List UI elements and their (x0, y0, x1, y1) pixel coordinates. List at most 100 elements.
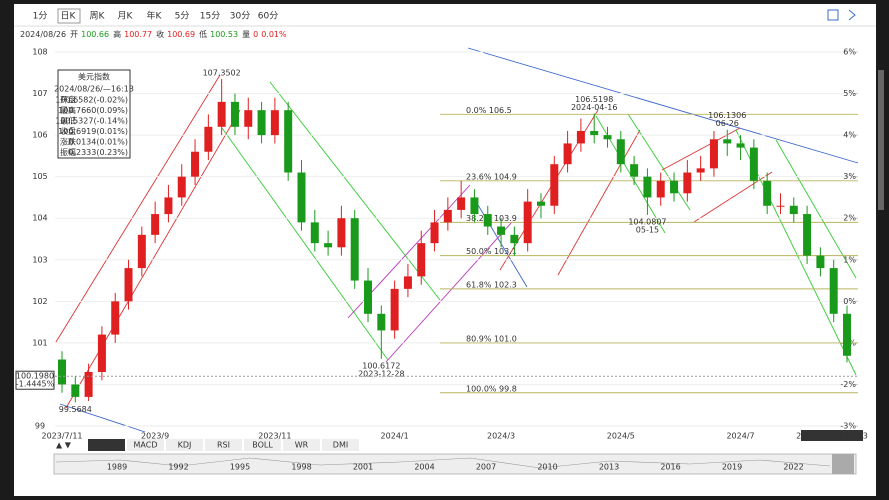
indicator-tab[interactable] (88, 439, 125, 451)
indicator-label[interactable]: KDJ (178, 441, 192, 450)
indicator-label[interactable]: RSI (217, 441, 230, 450)
close-icon[interactable] (848, 9, 856, 21)
trendline (693, 171, 773, 223)
x-tick-label: 2023/11 (258, 432, 291, 441)
tab[interactable]: 月K (118, 11, 134, 22)
indicator-tab[interactable] (205, 439, 242, 451)
candle-body (244, 110, 253, 127)
annotation-value: 106.5198 (575, 95, 613, 104)
candle-body (550, 164, 559, 206)
candle-body (736, 143, 745, 148)
info-item: 100.69 (167, 30, 195, 39)
candle-body (257, 110, 266, 136)
y-tick-label: 107 (32, 89, 47, 98)
candle-body (457, 197, 466, 210)
navigator-year: 2013 (599, 463, 619, 472)
tab[interactable]: 年K (147, 10, 163, 22)
tooltip-label: 最低 (60, 116, 76, 126)
trendline (269, 81, 441, 301)
tooltip-value: 100.6582(-0.02%) (55, 96, 128, 105)
candle-body (709, 139, 718, 169)
tooltip-value: 0.2333(0.23%) (68, 148, 128, 157)
annotation-value: 99.5684 (59, 405, 92, 414)
tooltip-value: 100.7660(0.09%) (58, 106, 128, 115)
indicator-tab[interactable] (322, 439, 359, 451)
navigator-handle[interactable] (832, 454, 854, 474)
annotation-date: 05-15 (636, 225, 659, 234)
candle-body (124, 268, 133, 302)
candle-body (284, 110, 293, 173)
tab[interactable]: 60分 (258, 11, 278, 22)
indicator-tab[interactable] (166, 439, 203, 451)
tooltip-value: 100.6919(0.01%) (58, 127, 128, 136)
indicator-tab[interactable] (283, 439, 320, 451)
annotation-date: 2024-04-16 (571, 103, 618, 112)
y2-tick-label: -2% (840, 380, 856, 389)
y2-tick-label: 2% (843, 214, 856, 223)
candle-body (536, 201, 545, 206)
indicator-label[interactable]: DMI (333, 441, 348, 450)
candle-body (58, 359, 66, 385)
indicator-label[interactable]: BOLL (252, 441, 273, 450)
y-tick-label: 108 (32, 48, 47, 57)
candle-body (111, 301, 120, 335)
candle-body (656, 180, 665, 198)
indicator-tab[interactable] (244, 439, 281, 451)
indicator-tab[interactable] (127, 439, 164, 451)
x-tick-label: 2024/3 (487, 432, 515, 441)
tooltip-label: 最高 (60, 105, 76, 115)
indicator-label[interactable]: WR (295, 441, 309, 450)
candle-body (523, 201, 532, 244)
tooltip-value: 100.5327(-0.14%) (55, 117, 128, 126)
candle-body (470, 197, 479, 215)
tab[interactable]: 日K (61, 11, 77, 22)
navigator-year: 1989 (107, 463, 127, 472)
candle-body (417, 243, 426, 277)
candle-body (230, 101, 239, 127)
tab-selected[interactable] (57, 8, 81, 24)
fib-label: 50.0% 103.1 (466, 247, 517, 256)
indicator-label[interactable]: MACD (134, 441, 158, 450)
tooltip-label: 收盘 (60, 126, 76, 136)
panel (14, 4, 876, 496)
y2-tick-label: 5% (843, 89, 856, 98)
y2-tick-label: -3% (840, 422, 856, 431)
tab[interactable]: 30分 (230, 11, 250, 22)
info-item: 100.66 (81, 30, 109, 39)
candle-body (749, 147, 758, 181)
tab[interactable]: 15分 (200, 11, 220, 22)
annotation-date: 2023-12-28 (358, 369, 405, 378)
candle-body (443, 209, 452, 223)
candle-body (337, 218, 346, 248)
info-item: 开 (70, 30, 78, 39)
current-change: -1.4445% (16, 380, 55, 389)
candle-body (643, 176, 652, 198)
scroll-arrows[interactable]: ▲ ▼ (56, 441, 72, 450)
candle-body (683, 172, 692, 194)
navigator-year: 2022 (783, 463, 803, 472)
fullscreen-icon[interactable] (827, 9, 839, 21)
tab[interactable]: 5分 (175, 11, 190, 22)
tab[interactable]: 周K (90, 11, 106, 22)
info-item: 100.77 (124, 30, 152, 39)
candle-body (84, 371, 93, 397)
y-tick-label: 103 (32, 255, 47, 264)
toolbar-icons[interactable] (827, 9, 856, 21)
annotation-date: 06-26 (716, 119, 739, 128)
current-price: 100.1980 (16, 372, 54, 381)
fib-label: 61.8% 102.3 (466, 280, 517, 289)
tab[interactable]: 1分 (33, 11, 48, 22)
candle-body (829, 268, 838, 314)
indicator-label[interactable]: 无 (103, 441, 111, 450)
navigator[interactable] (53, 453, 857, 475)
info-item: 0.01% (261, 30, 287, 39)
candle-body (217, 101, 226, 127)
info-item: 高 (113, 29, 121, 39)
y-tick-label: 99 (35, 422, 45, 431)
trendline (775, 139, 857, 279)
info-item: 0 (253, 30, 258, 39)
navigator-line (55, 457, 831, 469)
navigator-year: 2004 (414, 463, 434, 472)
navigator-year: 2001 (353, 463, 373, 472)
